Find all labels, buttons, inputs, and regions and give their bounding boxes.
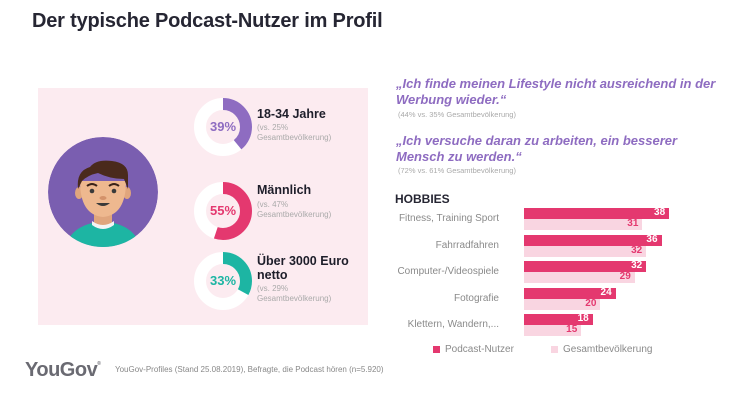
quote-lifestyle: „Ich finde meinen Lifestyle nicht ausrei… — [396, 76, 736, 108]
bar-podcast-users: 38 — [524, 207, 670, 219]
quote-better-person-comparison: (72% vs. 61% Gesamtbevölkerung) — [398, 166, 516, 175]
hobbies-bar-chart: Fitness, Training Sport 38 31 Fahrradfahren… — [380, 200, 720, 340]
gender-percent: 55% — [209, 203, 237, 218]
bar-general-population: 15 — [524, 324, 582, 336]
gender-donut-arc — [194, 182, 252, 240]
income-donut-arc — [194, 252, 252, 310]
stat-age: 39% 18-34 Jahre (vs. 25% Gesamtbevölkeru… — [193, 97, 368, 167]
age-comparison-line1: (vs. 25% — [257, 123, 289, 132]
income-title-line2: netto — [257, 268, 288, 282]
podcast-user-avatar-icon — [48, 137, 158, 247]
income-comparison-line2: Gesamtbevölkerung) — [257, 294, 332, 303]
income-donut-chart — [194, 252, 252, 310]
income-percent: 33% — [209, 273, 237, 288]
bar-value-label: 32 — [631, 260, 643, 271]
registered-mark: ® — [97, 361, 101, 367]
bar-value-label: 31 — [627, 218, 639, 229]
bar-value-label: 24 — [600, 286, 612, 298]
hobby-label: Klettern, Wandern,... — [407, 319, 499, 330]
chart-title: HOBBIES — [395, 192, 450, 206]
age-title: 18-34 Jahre — [257, 107, 326, 121]
page-title: Der typische Podcast-Nutzer im Profil — [32, 10, 383, 32]
bar-general-population: 31 — [524, 218, 643, 230]
quote-lifestyle-line1: „Ich finde meinen Lifestyle nicht ausrei… — [396, 76, 716, 91]
stat-gender: 55% Männlich (vs. 47% Gesamtbevölkerung) — [193, 181, 368, 251]
income-title-line1: Über 3000 Euro — [257, 254, 349, 268]
bar-value-label: 29 — [619, 271, 631, 282]
bar-value-label: 36 — [646, 233, 658, 245]
hobby-label: Computer-/Videospiele — [397, 266, 499, 277]
legend-item-podcast-users: Podcast-Nutzer — [433, 344, 514, 355]
stat-income: 33% Über 3000 Euro netto (vs. 29% Gesamt… — [193, 251, 368, 321]
age-donut-arc — [194, 98, 252, 156]
gender-comparison-line2: Gesamtbevölkerung) — [257, 210, 332, 219]
bar-value-label: 18 — [577, 313, 589, 324]
gender-title: Männlich — [257, 183, 312, 197]
bar-value-label: 20 — [585, 297, 597, 309]
bar-value-label: 15 — [566, 324, 578, 335]
logo-text: YouGov — [25, 359, 98, 381]
bar-podcast-users: 24 — [524, 286, 616, 299]
age-comparison: (vs. 25% Gesamtbevölkerung) — [257, 123, 367, 143]
income-comparison-line1: (vs. 29% — [257, 284, 289, 293]
bar-value-label: 38 — [654, 207, 666, 218]
quote-lifestyle-comparison: (44% vs. 35% Gesamtbevölkerung) — [398, 110, 516, 119]
bar-podcast-users: 36 — [524, 233, 662, 246]
gender-donut-chart — [194, 182, 252, 240]
hobby-label: Fahrradfahren — [435, 239, 499, 251]
legend-swatch-general-population — [551, 346, 558, 353]
quote-better-person-line1: „Ich versuche daran zu arbeiten, ein bes… — [396, 133, 678, 148]
bar-general-population: 29 — [524, 271, 635, 283]
income-title: Über 3000 Euro netto — [257, 254, 367, 282]
legend-item-general-population: Gesamtbevölkerung — [551, 344, 653, 355]
source-note: YouGov-Profiles (Stand 25.08.2019), Befr… — [115, 365, 384, 374]
hobby-label: Fotografie — [453, 292, 499, 304]
age-percent: 39% — [209, 119, 237, 134]
bar-podcast-users: 32 — [524, 260, 647, 272]
legend-label-podcast-users: Podcast-Nutzer — [445, 344, 514, 355]
bar-podcast-users: 18 — [524, 313, 593, 325]
gender-comparison-line1: (vs. 47% — [257, 200, 289, 209]
gender-comparison: (vs. 47% Gesamtbevölkerung) — [257, 200, 367, 220]
yougov-logo: YouGov® — [25, 359, 101, 382]
age-donut-chart — [194, 98, 252, 156]
bar-value-label: 32 — [631, 244, 643, 256]
income-comparison: (vs. 29% Gesamtbevölkerung) — [257, 284, 367, 304]
quote-better-person-line2: Mensch zu werden.“ — [396, 149, 522, 164]
legend-swatch-podcast-users — [433, 346, 440, 353]
bar-general-population: 20 — [524, 297, 601, 310]
legend-label-general-population: Gesamtbevölkerung — [563, 344, 653, 355]
quote-better-person: „Ich versuche daran zu arbeiten, ein bes… — [396, 133, 736, 165]
quote-lifestyle-line2: Werbung wieder.“ — [396, 92, 507, 107]
age-comparison-line2: Gesamtbevölkerung) — [257, 133, 332, 142]
hobby-label: Fitness, Training Sport — [398, 213, 499, 224]
bar-general-population: 32 — [524, 244, 647, 257]
